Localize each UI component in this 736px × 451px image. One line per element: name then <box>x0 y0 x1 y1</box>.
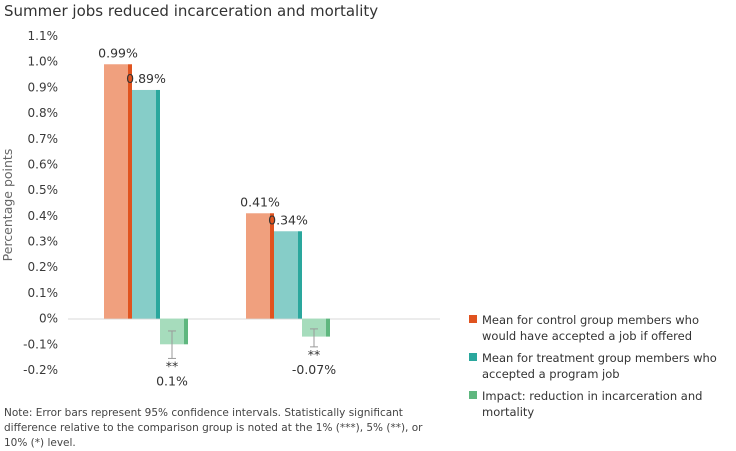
y-tick-label: 0.3% <box>28 235 59 249</box>
y-tick-label: -0.1% <box>23 337 58 351</box>
legend: Mean for control group members who would… <box>469 312 734 426</box>
y-tick-label: 0.2% <box>28 260 59 274</box>
y-axis-label: Percentage points <box>0 149 15 262</box>
bar-side <box>184 318 188 345</box>
data-labels: 0.99%0.41%0.89%0.34%**0.1%**-0.07% <box>98 45 336 388</box>
bar-side <box>270 213 274 319</box>
legend-label-control: Mean for control group members who would… <box>482 313 699 343</box>
y-tick-label: 0.4% <box>28 209 59 223</box>
legend-swatch-treatment <box>469 353 477 361</box>
data-label: -0.07% <box>292 362 336 377</box>
legend-swatch-control <box>469 315 477 323</box>
y-tick-label: 0.7% <box>28 132 59 146</box>
significance-marker: ** <box>166 358 179 373</box>
significance-marker: ** <box>308 347 321 362</box>
bar <box>132 89 156 319</box>
bar-side <box>326 318 330 337</box>
y-axis-ticks: -0.2% -0.1% 0% 0.1% 0.2% 0.3% 0.4% 0.5% 0.6% 0.7%… <box>23 29 58 377</box>
y-tick-label: 0.5% <box>28 183 59 197</box>
bar-side <box>128 64 132 319</box>
data-label: 0.1% <box>156 373 188 388</box>
data-label: 0.99% <box>98 45 138 60</box>
legend-item-control: Mean for control group members who would… <box>469 312 734 344</box>
legend-swatch-impact <box>469 391 477 399</box>
legend-item-impact: Impact: reduction in incarceration and m… <box>469 388 734 420</box>
legend-label-impact: Impact: reduction in incarceration and m… <box>482 389 703 419</box>
data-label: 0.41% <box>240 194 280 209</box>
y-tick-label: -0.2% <box>23 363 58 377</box>
bar <box>104 64 128 319</box>
data-label: 0.34% <box>268 212 308 227</box>
y-tick-label: 0.8% <box>28 106 59 120</box>
bar <box>274 231 298 319</box>
bar-side <box>156 89 160 319</box>
footnote: Note: Error bars represent 95% confidenc… <box>4 407 423 449</box>
chart-title: Summer jobs reduced incarceration and mo… <box>4 2 379 20</box>
legend-label-treatment: Mean for treatment group members who acc… <box>482 351 717 381</box>
bar <box>302 318 326 337</box>
y-tick-label: 1.1% <box>28 29 59 43</box>
data-label: 0.89% <box>126 71 166 86</box>
bar <box>246 213 270 319</box>
bars <box>104 64 330 359</box>
y-tick-label: 0.9% <box>28 80 59 94</box>
legend-item-treatment: Mean for treatment group members who acc… <box>469 350 734 382</box>
y-tick-label: 0.6% <box>28 157 59 171</box>
y-tick-label: 0% <box>39 312 58 326</box>
bar-side <box>298 231 302 319</box>
y-tick-label: 0.1% <box>28 286 59 300</box>
y-tick-label: 1.0% <box>28 55 59 69</box>
